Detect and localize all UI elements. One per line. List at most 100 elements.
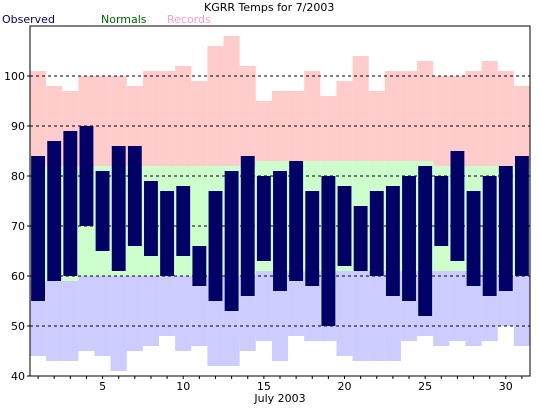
record-low-band xyxy=(255,271,272,341)
record-high-band xyxy=(384,71,401,161)
x-tick-label: 5 xyxy=(99,380,106,393)
record-high-band xyxy=(239,66,256,166)
observed-bar xyxy=(353,206,368,271)
x-tick-label: 25 xyxy=(418,380,432,393)
observed-bar xyxy=(482,176,497,296)
record-high-band xyxy=(94,76,111,166)
observed-bar xyxy=(305,191,320,286)
record-low-band xyxy=(175,276,192,351)
record-low-band xyxy=(304,271,321,341)
observed-bar xyxy=(369,191,384,276)
x-tick-label: 30 xyxy=(499,380,513,393)
record-high-band xyxy=(433,76,450,166)
record-low-band xyxy=(288,271,305,336)
legend-records: Records xyxy=(167,13,211,26)
observed-bar xyxy=(256,176,271,261)
record-low-band xyxy=(62,281,79,361)
observed-bar xyxy=(515,156,529,276)
record-low-band xyxy=(368,271,385,361)
observed-bar xyxy=(434,176,449,246)
record-high-band xyxy=(481,61,498,166)
record-high-band xyxy=(223,36,240,166)
record-low-band xyxy=(142,276,160,346)
observed-bar xyxy=(176,186,191,256)
observed-bar xyxy=(160,191,175,276)
x-axis-label: July 2003 xyxy=(253,392,305,405)
observed-bar xyxy=(144,181,158,256)
record-low-band xyxy=(191,276,208,346)
observed-bar xyxy=(208,191,223,301)
record-low-band xyxy=(513,276,530,346)
record-high-band xyxy=(497,71,514,166)
observed-bar xyxy=(79,126,94,226)
record-low-band xyxy=(271,271,289,361)
record-high-band xyxy=(417,61,434,161)
record-high-band xyxy=(110,76,127,166)
observed-bar xyxy=(289,161,304,281)
record-low-band xyxy=(110,276,127,371)
observed-bars xyxy=(31,126,529,326)
observed-bar xyxy=(337,186,352,266)
observed-bar xyxy=(111,146,126,271)
y-tick-label: 60 xyxy=(11,270,25,283)
record-high-band xyxy=(465,71,482,166)
record-high-band xyxy=(271,91,289,161)
observed-bar xyxy=(466,191,481,286)
record-low-band xyxy=(46,281,63,361)
observed-bar xyxy=(192,246,207,286)
observed-bar xyxy=(95,171,110,251)
record-high-band xyxy=(336,81,353,161)
axes: 40 50 60 70 80 90 100 5 10 15 20 25 30 xyxy=(4,25,531,393)
chart-texts: Observed Normals Records KGRR Temps for … xyxy=(2,1,334,405)
record-high-band xyxy=(207,46,224,166)
record-high-band xyxy=(400,71,418,161)
x-tick-label: 20 xyxy=(338,380,352,393)
record-high-band xyxy=(449,76,466,166)
record-high-band xyxy=(368,91,385,161)
observed-bar xyxy=(127,146,142,246)
observed-bar xyxy=(498,166,513,291)
record-high-band xyxy=(191,81,208,166)
record-high-band xyxy=(255,101,272,161)
legend-normals: Normals xyxy=(101,13,147,26)
observed-bar xyxy=(224,171,239,311)
legend-observed: Observed xyxy=(2,13,55,26)
observed-bar xyxy=(240,156,255,296)
record-low-band xyxy=(336,271,353,356)
x-tick-label: 10 xyxy=(176,380,190,393)
observed-bar xyxy=(63,131,78,276)
chart-title: KGRR Temps for 7/2003 xyxy=(204,1,334,14)
record-low-band xyxy=(78,276,95,351)
record-high-band xyxy=(320,96,337,161)
record-low-band xyxy=(465,271,482,346)
observed-bar xyxy=(31,156,45,301)
record-low-band xyxy=(94,276,111,356)
record-low-band xyxy=(433,271,450,346)
y-tick-label: 50 xyxy=(11,320,25,333)
record-high-band xyxy=(175,66,192,166)
record-high-band xyxy=(513,86,530,166)
y-tick-label: 100 xyxy=(4,70,25,83)
observed-bar xyxy=(321,176,336,326)
record-high-band xyxy=(142,71,160,166)
record-low-band xyxy=(352,271,369,361)
y-tick-label: 40 xyxy=(11,370,25,383)
observed-bar xyxy=(47,141,62,281)
observed-bar xyxy=(402,176,416,301)
observed-bar xyxy=(450,151,465,261)
record-high-band xyxy=(304,71,321,161)
observed-bar xyxy=(273,171,287,291)
record-high-band xyxy=(159,71,176,166)
observed-bar xyxy=(418,166,433,316)
y-tick-label: 90 xyxy=(11,120,25,133)
record-low-band xyxy=(449,271,466,341)
record-low-band xyxy=(126,276,143,351)
y-tick-label: 80 xyxy=(11,170,25,183)
record-high-band xyxy=(352,56,369,161)
observed-bar xyxy=(385,186,400,296)
x-tick-label: 15 xyxy=(257,380,271,393)
record-high-band xyxy=(30,71,47,166)
y-tick-label: 70 xyxy=(11,220,25,233)
